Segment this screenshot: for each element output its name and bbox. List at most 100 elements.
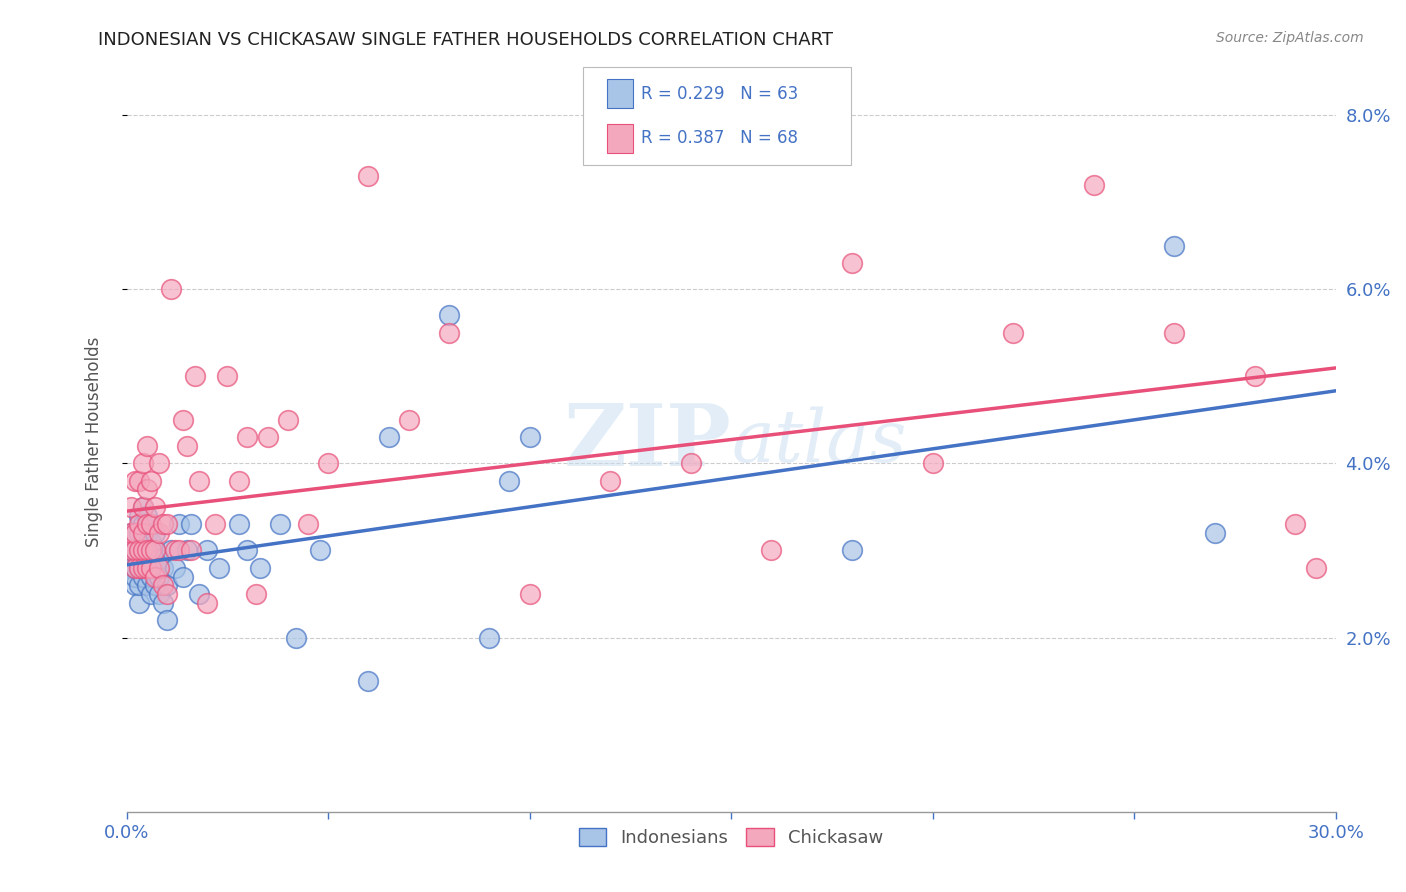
- Point: [131, 543, 153, 558]
- Point: [143, 578, 166, 592]
- Text: INDONESIAN VS CHICKASAW SINGLE FATHER HOUSEHOLDS CORRELATION CHART: INDONESIAN VS CHICKASAW SINGLE FATHER HO…: [98, 31, 834, 49]
- Point: [204, 517, 226, 532]
- Point: [398, 413, 420, 427]
- Point: [131, 569, 153, 583]
- Point: [139, 569, 162, 583]
- Point: [478, 631, 501, 645]
- Point: [124, 543, 146, 558]
- Point: [143, 500, 166, 514]
- Point: [148, 526, 170, 541]
- Point: [163, 561, 186, 575]
- Point: [167, 543, 190, 558]
- Point: [148, 456, 170, 470]
- Point: [120, 526, 142, 541]
- Point: [297, 517, 319, 532]
- Point: [236, 430, 259, 444]
- Point: [128, 578, 150, 592]
- Point: [135, 543, 157, 558]
- Text: R = 0.229   N = 63: R = 0.229 N = 63: [641, 85, 799, 103]
- Point: [236, 543, 259, 558]
- Point: [135, 517, 157, 532]
- Point: [357, 169, 380, 183]
- Point: [160, 543, 183, 558]
- Point: [160, 282, 183, 296]
- Point: [135, 578, 157, 592]
- Point: [120, 526, 142, 541]
- Point: [148, 561, 170, 575]
- Point: [131, 500, 153, 514]
- Point: [148, 587, 170, 601]
- Point: [679, 456, 702, 470]
- Point: [188, 474, 211, 488]
- Point: [172, 413, 194, 427]
- Point: [148, 569, 170, 583]
- Point: [152, 596, 174, 610]
- Point: [120, 500, 142, 514]
- Point: [156, 578, 179, 592]
- Point: [1284, 517, 1306, 532]
- Point: [519, 587, 541, 601]
- Point: [1163, 326, 1185, 340]
- Point: [184, 369, 207, 384]
- Point: [135, 561, 157, 575]
- Point: [249, 561, 271, 575]
- Point: [256, 430, 278, 444]
- Point: [128, 517, 150, 532]
- Point: [120, 543, 142, 558]
- Point: [921, 456, 943, 470]
- Point: [761, 543, 783, 558]
- Point: [139, 474, 162, 488]
- Point: [1244, 369, 1267, 384]
- Point: [156, 587, 179, 601]
- Point: [135, 561, 157, 575]
- Point: [135, 439, 157, 453]
- Point: [269, 517, 291, 532]
- Point: [124, 474, 146, 488]
- Point: [599, 474, 621, 488]
- Point: [131, 517, 153, 532]
- Point: [143, 569, 166, 583]
- Point: [152, 578, 174, 592]
- Point: [245, 587, 267, 601]
- Point: [152, 561, 174, 575]
- Point: [135, 543, 157, 558]
- Point: [128, 596, 150, 610]
- Text: R = 0.387   N = 68: R = 0.387 N = 68: [641, 129, 799, 147]
- Point: [1002, 326, 1025, 340]
- Point: [128, 561, 150, 575]
- Y-axis label: Single Father Households: Single Father Households: [84, 336, 103, 547]
- Point: [841, 256, 863, 270]
- Point: [128, 508, 150, 523]
- Point: [131, 552, 153, 566]
- Point: [176, 543, 198, 558]
- Point: [139, 534, 162, 549]
- Point: [143, 543, 166, 558]
- Point: [228, 474, 250, 488]
- Point: [284, 631, 307, 645]
- Text: ZIP: ZIP: [564, 400, 731, 483]
- Point: [208, 561, 231, 575]
- Point: [128, 526, 150, 541]
- Point: [139, 561, 162, 575]
- Point: [167, 517, 190, 532]
- Point: [120, 561, 142, 575]
- Point: [172, 569, 194, 583]
- Point: [131, 526, 153, 541]
- Point: [841, 543, 863, 558]
- Point: [519, 430, 541, 444]
- Point: [277, 413, 299, 427]
- Text: Source: ZipAtlas.com: Source: ZipAtlas.com: [1216, 31, 1364, 45]
- Point: [135, 508, 157, 523]
- Point: [120, 543, 142, 558]
- Point: [124, 543, 146, 558]
- Point: [180, 543, 202, 558]
- Text: atlas: atlas: [731, 406, 907, 477]
- Point: [437, 326, 460, 340]
- Point: [124, 561, 146, 575]
- Point: [124, 526, 146, 541]
- Point: [180, 517, 202, 532]
- Point: [316, 456, 339, 470]
- Point: [124, 561, 146, 575]
- Point: [152, 517, 174, 532]
- Point: [143, 561, 166, 575]
